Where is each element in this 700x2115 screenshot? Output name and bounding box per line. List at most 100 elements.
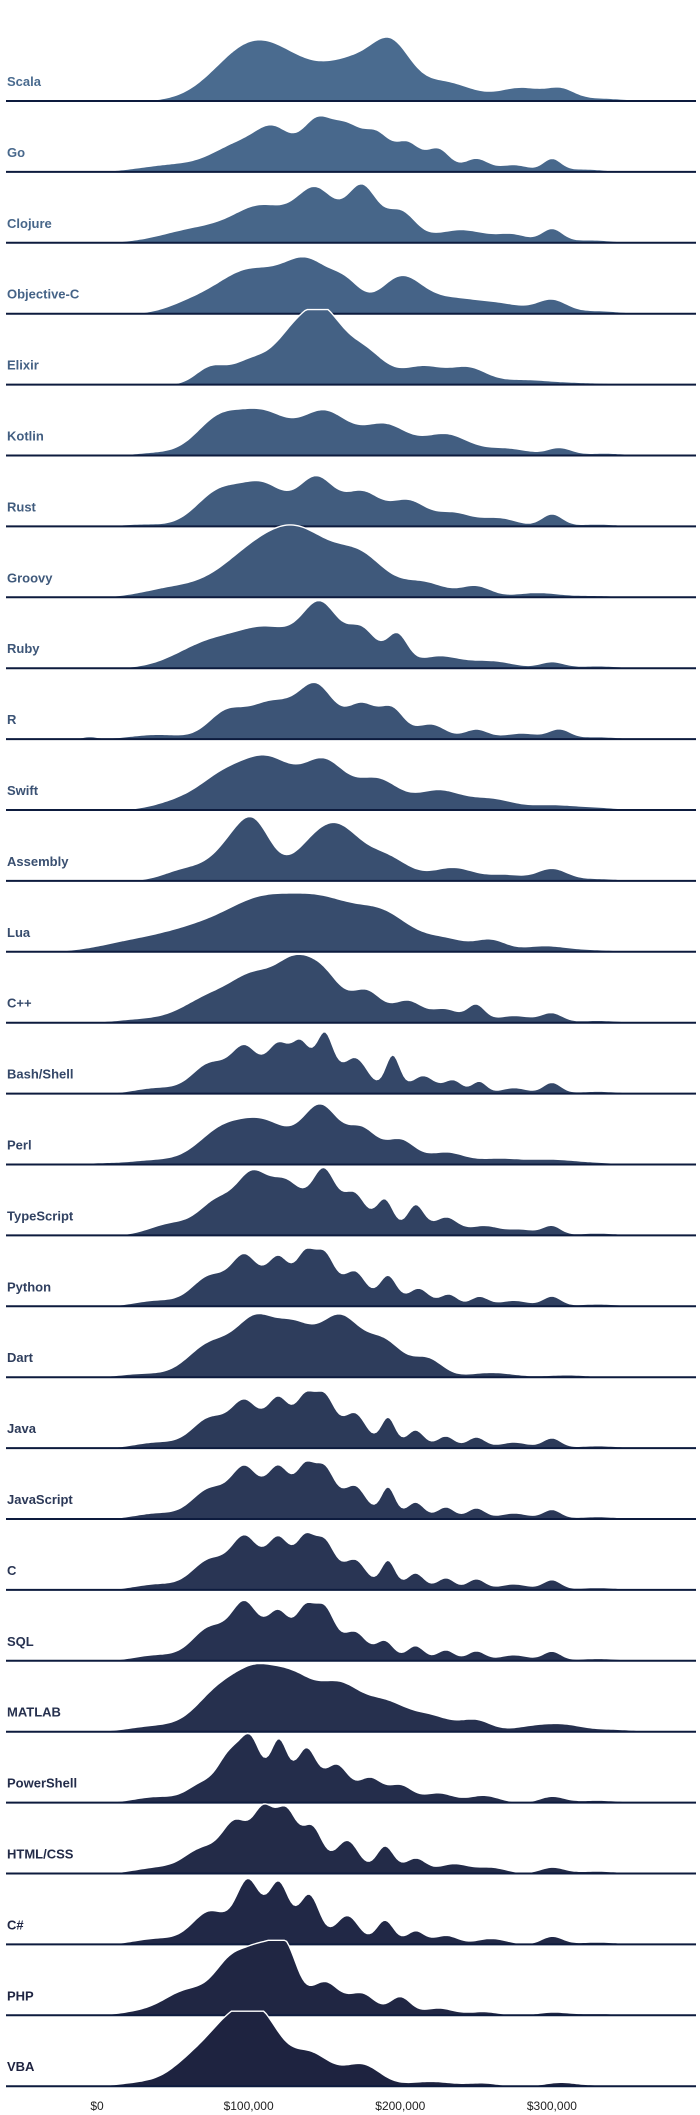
- ridge-outline: [6, 2010, 696, 2087]
- ridge-outline: [6, 892, 696, 953]
- x-axis: $0 $100,000 $200,000 $300,000: [90, 2099, 577, 2113]
- ridge-label: Swift: [7, 783, 39, 798]
- ridge-area: [6, 1532, 696, 1590]
- ridge-label: Ruby: [7, 641, 40, 656]
- ridge-area: [6, 682, 696, 740]
- ridge-typescript: [6, 1166, 696, 1237]
- ridge-matlab: [6, 1662, 696, 1733]
- x-tick-label: $200,000: [375, 2099, 425, 2113]
- ridge-lua: [6, 892, 696, 953]
- ridge-vba: [6, 2010, 696, 2088]
- x-tick-label: $0: [90, 2099, 104, 2113]
- ridge-python: [6, 1247, 696, 1308]
- ridge-label: Assembly: [7, 854, 69, 869]
- ridge-label: Python: [7, 1279, 51, 1294]
- ridge-c-: [6, 1877, 696, 1946]
- ridge-outline: [6, 1103, 696, 1166]
- ridge-html-css: [6, 1803, 696, 1875]
- ridge-bash-shell: [6, 1031, 696, 1095]
- ridge-area: [6, 1733, 696, 1803]
- ridge-c-: [6, 953, 696, 1024]
- ridge-area: [6, 754, 696, 810]
- ridge-outline: [6, 1599, 696, 1662]
- ridge-area: [6, 115, 696, 172]
- ridge-label: Elixir: [7, 358, 39, 373]
- ridge-outline: [6, 114, 696, 173]
- ridge-label: Bash/Shell: [7, 1067, 73, 1082]
- ridge-label: R: [7, 712, 17, 727]
- ridge-area: [6, 256, 696, 314]
- ridge-javascript: [6, 1460, 696, 1520]
- ridge-area: [6, 1600, 696, 1661]
- ridge-outline: [6, 1939, 696, 2016]
- ridge-outline: [6, 1031, 696, 1095]
- ridge-outline: [6, 474, 696, 528]
- ridge-elixir: [6, 308, 696, 386]
- ridge-outline: [6, 681, 696, 740]
- ridge-java: [6, 1389, 696, 1450]
- ridge-label: PowerShell: [7, 1776, 77, 1791]
- ridge-area: [6, 1940, 696, 2016]
- ridge-powershell: [6, 1732, 696, 1804]
- ridge-area: [6, 1803, 696, 1874]
- ridge-label: Go: [7, 145, 25, 160]
- ridge-outline: [6, 1803, 696, 1875]
- ridge-area: [6, 816, 696, 881]
- ridge-area: [6, 183, 696, 243]
- ridge-outline: [6, 524, 696, 598]
- ridge-area: [6, 2011, 696, 2087]
- ridge-clojure: [6, 183, 696, 244]
- ridge-ruby: [6, 599, 696, 670]
- ridge-area: [6, 1247, 696, 1307]
- ridge-label: JavaScript: [7, 1492, 73, 1507]
- ridge-area: [6, 892, 696, 952]
- x-tick-label: $100,000: [224, 2099, 274, 2113]
- ridge-scala: [6, 36, 696, 102]
- ridge-objective-c: [6, 255, 696, 315]
- ridge-kotlin: [6, 407, 696, 457]
- ridge-outline: [6, 183, 696, 244]
- ridge-labels: Scala Go Clojure Objective-C Elixir Kotlin Rus…: [7, 74, 80, 2074]
- ridge-area: [6, 1313, 696, 1378]
- ridge-area: [6, 600, 696, 669]
- ridge-groovy: [6, 524, 696, 599]
- ridge-perl: [6, 1103, 696, 1166]
- ridge-outline: [6, 1531, 696, 1591]
- ridge-area: [6, 954, 696, 1023]
- x-tick-label: $300,000: [527, 2099, 577, 2113]
- ridge-outline: [6, 953, 696, 1024]
- ridge-label: PHP: [7, 1988, 34, 2003]
- ridge-outline: [6, 1389, 696, 1449]
- ridge-label: C#: [7, 1917, 24, 1932]
- ridge-area: [6, 475, 696, 527]
- ridge-label: Lua: [7, 925, 31, 940]
- ridge-label: Java: [7, 1421, 37, 1436]
- ridge-area: [6, 1460, 696, 1519]
- ridge-label: Perl: [7, 1138, 32, 1153]
- ridge-outline: [6, 1312, 696, 1378]
- ridge-label: SQL: [7, 1634, 34, 1649]
- ridge-swift: [6, 754, 696, 811]
- ridge-area: [6, 1663, 696, 1732]
- ridge-label: C: [7, 1563, 17, 1578]
- ridges: [6, 36, 696, 2088]
- ridge-area: [6, 309, 696, 385]
- ridge-r: [6, 681, 696, 741]
- ridge-area: [6, 1031, 696, 1094]
- ridge-outline: [6, 1877, 696, 1946]
- ridge-label: Groovy: [7, 570, 53, 585]
- ridge-outline: [6, 1460, 696, 1520]
- ridge-rust: [6, 474, 696, 528]
- ridge-php: [6, 1939, 696, 2017]
- ridge-area: [6, 524, 696, 598]
- ridge-label: Scala: [7, 74, 42, 89]
- ridge-label: TypeScript: [7, 1208, 74, 1223]
- ridge-outline: [6, 1732, 696, 1804]
- ridge-label: C++: [7, 996, 32, 1011]
- ridge-label: Objective-C: [7, 287, 80, 302]
- ridge-c: [6, 1531, 696, 1591]
- ridge-label: Clojure: [7, 216, 52, 231]
- ridge-area: [6, 408, 696, 456]
- ridge-go: [6, 114, 696, 173]
